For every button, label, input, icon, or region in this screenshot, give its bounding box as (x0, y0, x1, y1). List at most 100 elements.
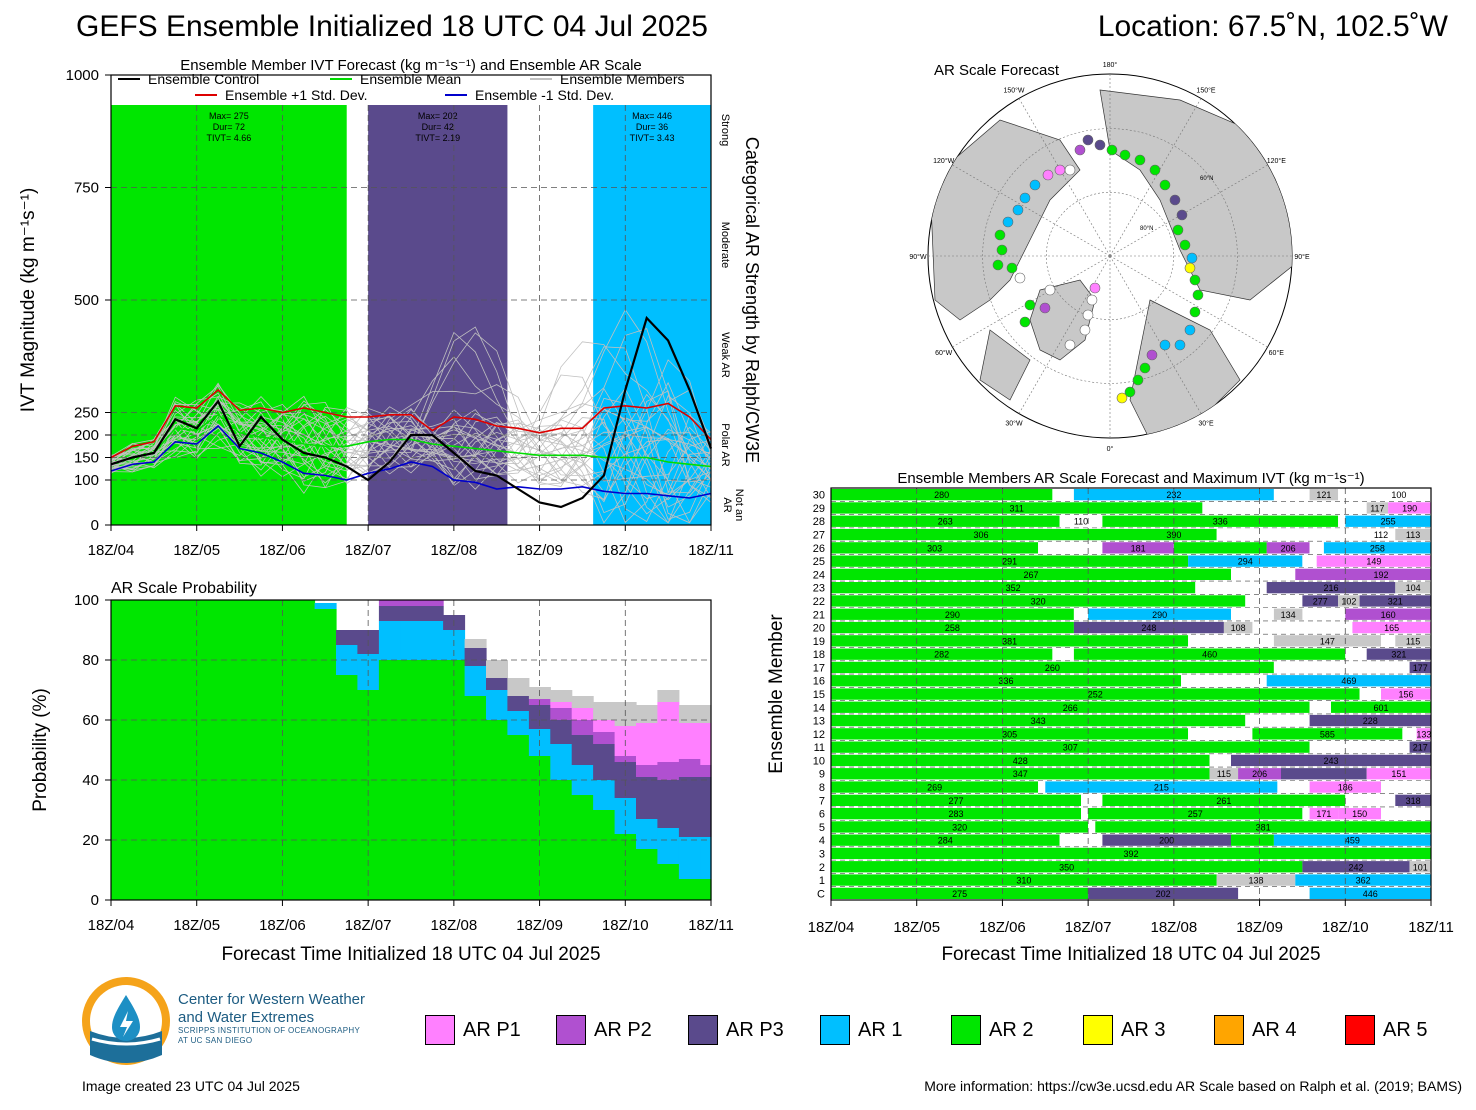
member-ar-segment (1366, 648, 1431, 660)
member-max-ivt: 206 (1281, 543, 1296, 553)
ivt-legend-entry: Ensemble Control (148, 71, 259, 87)
member-ar-segment (1295, 874, 1431, 886)
member-max-ivt: 362 (1356, 876, 1371, 886)
member-ar-segment (1188, 635, 1274, 647)
legend-item-ar-4: AR 4 (1214, 1015, 1296, 1045)
ar-event-stat: TIVT= 2.19 (415, 133, 460, 143)
member-label: 3 (819, 848, 825, 860)
prob-bar-ar-p3 (678, 777, 701, 837)
member-max-ivt: 336 (998, 676, 1013, 686)
member-ar-segment (1366, 528, 1396, 541)
member-ar-segment (1309, 781, 1381, 793)
member-max-ivt: 232 (1166, 490, 1181, 500)
cw3e-logo-icon (82, 977, 170, 1065)
member-max-ivt: 138 (1248, 876, 1263, 886)
member-max-ivt: 303 (927, 543, 942, 553)
member-ar-segment (1366, 489, 1431, 501)
prob-bar-polar-ar (678, 705, 701, 723)
ar-forecast-point (1149, 164, 1161, 176)
member-ar-segment (1277, 781, 1310, 793)
prob-bar-ar-p1 (700, 723, 712, 765)
prob-bar-ar-2 (207, 600, 230, 900)
member-ar-segment (1323, 542, 1431, 554)
member-ar-segment (1223, 621, 1253, 634)
ar-forecast-point (1159, 179, 1171, 191)
member-max-ivt: 100 (1391, 490, 1406, 500)
prob-bar-ar-1 (678, 837, 701, 879)
member-max-ivt: 469 (1341, 676, 1356, 686)
ar-forecast-point (1134, 154, 1146, 166)
member-ar-segment (1302, 608, 1346, 620)
x-tick-label: 18Z/09 (516, 917, 563, 934)
member-ar-segment (831, 794, 1081, 806)
member-ar-segment (1181, 675, 1267, 687)
member-ar-segment (1409, 661, 1431, 674)
member-label: 10 (813, 755, 825, 767)
longitude-label: 90°E (1294, 253, 1310, 261)
ar-forecast-point (992, 259, 1004, 271)
ar-forecast-point (1014, 272, 1026, 284)
x-tick-label: 18Z/09 (1236, 919, 1283, 936)
prob-bar-ar-p2 (678, 759, 701, 777)
member-max-ivt: 115 (1217, 769, 1231, 779)
x-tick-label: 18Z/09 (516, 542, 563, 559)
member-max-ivt: 390 (1166, 530, 1181, 540)
prob-bar-ar-2 (250, 600, 273, 900)
member-ar-segment (1088, 887, 1239, 899)
prob-frame (110, 599, 712, 901)
member-ar-segment (1252, 621, 1353, 634)
member-max-ivt: 115 (1406, 636, 1420, 646)
member-ar-segment (1059, 515, 1103, 527)
member-label: 30 (813, 490, 825, 502)
prob-bar-ar-p3 (507, 696, 530, 711)
prob-bar-ar-p2 (614, 756, 637, 762)
longitude-label: 150°W (1003, 87, 1024, 95)
y-tick-label: 500 (74, 292, 99, 309)
ar-forecast-point (1124, 386, 1136, 398)
ar-forecast-point (1086, 294, 1098, 306)
member-ar-segment (831, 542, 1039, 554)
member-max-ivt: 258 (945, 623, 960, 633)
x-tick-label: 18Z/10 (602, 542, 649, 559)
member-label: 6 (819, 809, 825, 821)
member-label: 19 (813, 636, 825, 648)
member-ar-segment (1345, 648, 1367, 660)
legend-item-ar-1: AR 1 (820, 1015, 902, 1045)
prob-bar-polar-ar (486, 660, 508, 678)
ivt-legend-entry: Ensemble -1 Std. Dev. (475, 87, 614, 103)
member-max-ivt: 160 (1381, 610, 1396, 620)
member-ar-segment (1195, 582, 1267, 594)
ar-category-label: AR (721, 497, 733, 512)
member-max-ivt: 190 (1402, 503, 1417, 513)
member-max-ivt: 290 (945, 610, 960, 620)
longitude-label: 30°E (1198, 419, 1214, 427)
member-max-ivt: 343 (1031, 716, 1046, 726)
legend-label: AR 3 (1121, 1018, 1166, 1041)
member-ar-segment (1059, 834, 1103, 846)
x-tick-label: 18Z/06 (979, 919, 1026, 936)
legend-item-ar-3: AR 3 (1083, 1015, 1165, 1045)
prob-bar-ar-2 (111, 600, 123, 900)
prob-bar-ar-p2 (378, 600, 401, 606)
ensemble-member-line (110, 407, 712, 523)
ar-forecast-point (1189, 306, 1201, 318)
ar-forecast-point (1024, 299, 1036, 311)
ar-event-stat: Max= 275 (209, 111, 249, 121)
ar-event-band (368, 105, 508, 525)
ar-event-stat: Dur= 42 (422, 122, 454, 132)
land-group (929, 89, 1292, 438)
member-max-ivt: 266 (1063, 703, 1078, 713)
ar-forecast-point (1064, 339, 1076, 351)
legend-item-ar-2: AR 2 (951, 1015, 1033, 1045)
prob-bar-ar-1 (314, 603, 337, 609)
prob-chart-title: AR Scale Probability (111, 580, 257, 597)
series-line-ensemble-control (110, 315, 713, 509)
member-max-ivt: 277 (1313, 597, 1328, 607)
member-label: 5 (819, 822, 825, 834)
longitude-label: 0° (1107, 445, 1114, 453)
member-max-ivt: 121 (1316, 490, 1331, 500)
prob-bar-ar-1 (700, 837, 712, 879)
member-label: 4 (819, 835, 825, 847)
member-max-ivt: 291 (1002, 557, 1017, 567)
prob-bar-ar-2 (143, 600, 166, 900)
